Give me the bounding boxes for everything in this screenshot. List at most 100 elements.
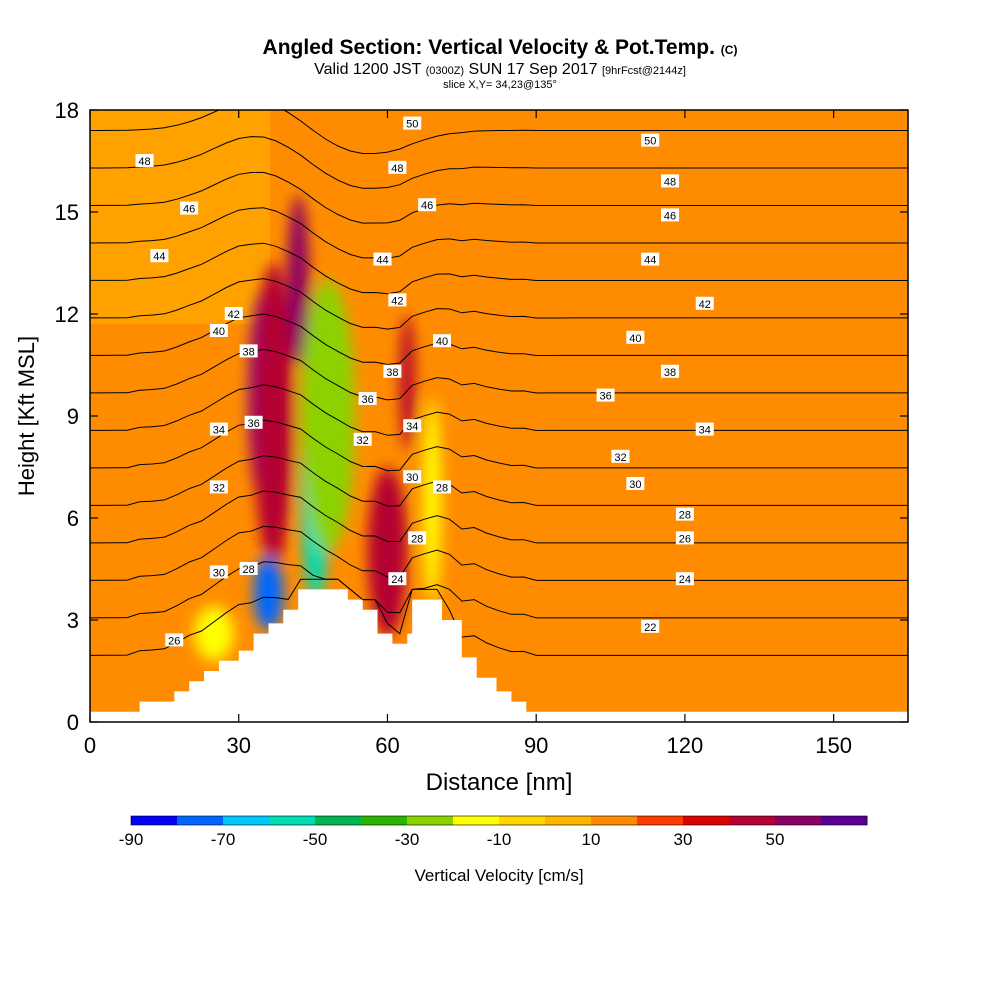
contour-label-text: 36 (361, 394, 373, 406)
contour-label-text: 46 (664, 210, 676, 222)
contour-label: 46 (661, 208, 680, 222)
isentrope-46 (90, 171, 908, 224)
contour-label-bg (675, 507, 694, 521)
contour-label: 34 (695, 422, 714, 437)
contour-label: 50 (641, 133, 660, 148)
colorbar-segment (269, 816, 316, 825)
contour-label-text: 44 (376, 255, 388, 267)
slice-label: slice X,Y= 34,23@135° (443, 79, 557, 91)
contour-label-bg (388, 293, 407, 307)
contour-label-text: 28 (436, 482, 448, 494)
contour-label: 28 (408, 531, 427, 545)
contour-label-bg (403, 116, 422, 130)
contour-label-bg (383, 364, 402, 378)
contour-label-bg (373, 252, 392, 266)
colorbar: -90 -70 -50 -30 -10 10 30 50 (119, 815, 868, 849)
contour-label: 48 (661, 174, 680, 188)
velocity-features (194, 195, 441, 661)
contour-label-bg (209, 480, 228, 494)
contour-label-text: 50 (406, 119, 418, 131)
contour-label-text: 40 (436, 336, 448, 348)
contour-label: 44 (373, 252, 392, 267)
x-tick-label: 60 (375, 733, 399, 758)
contour-label-text: 42 (391, 295, 403, 307)
contour-label-text: 40 (629, 333, 641, 345)
contour-label-text: 36 (599, 391, 611, 403)
velocity-downdraft-lowleft (194, 606, 234, 661)
contour-label: 44 (641, 252, 660, 267)
y-axis-label: Height [Kft MSL] (14, 336, 39, 496)
contour-label-bg (695, 296, 714, 310)
contour-label: 32 (611, 449, 630, 464)
colorbar-segment (315, 816, 362, 825)
colorbar-tick-label: 50 (766, 830, 785, 849)
contour-label-bg (403, 470, 422, 484)
velocity-updraft-lee (367, 467, 408, 637)
colorbar-tick-label: -10 (487, 830, 512, 849)
contour-label: 28 (675, 507, 694, 522)
colorbar-tick-label: -50 (303, 830, 328, 849)
contour-label-bg (695, 422, 714, 436)
contour-label-text: 26 (679, 533, 691, 545)
x-tick-label: 150 (815, 733, 852, 758)
colorbar-label: Vertical Velocity [cm/s] (414, 866, 583, 885)
chart-title: Angled Section: Vertical Velocity & Pot.… (262, 36, 738, 59)
contour-label-text: 42 (699, 299, 711, 311)
contour-label-bg (150, 249, 169, 263)
colorbar-segment (223, 816, 270, 825)
y-tick-label: 9 (67, 404, 79, 429)
contour-label: 34 (209, 422, 228, 437)
velocity-downdraft-core (253, 555, 284, 631)
contour-label-bg (209, 324, 228, 337)
contour-label: 42 (224, 307, 243, 321)
isentrope-40 (90, 278, 908, 330)
contour-label: 40 (432, 334, 451, 348)
colorbar-tick-label: -70 (211, 830, 236, 849)
contour-label-text: 30 (629, 479, 641, 491)
contour-label-text: 48 (138, 156, 150, 168)
contour-label: 24 (388, 572, 407, 586)
contour-label-text: 24 (679, 574, 691, 586)
velocity-downdraft-secondary (423, 399, 441, 603)
contour-label: 36 (358, 392, 377, 406)
contour-label: 48 (388, 160, 407, 175)
chart-subtitle: Valid 1200 JST (0300Z) SUN 17 Sep 2017 [… (314, 61, 686, 78)
contour-label-text: 38 (243, 346, 255, 358)
contour-label-text: 30 (406, 472, 418, 484)
contour-label: 44 (150, 249, 169, 263)
isentrope-28 (90, 490, 908, 544)
isentrope-48 (90, 136, 908, 189)
contour-label: 46 (180, 201, 199, 216)
contour-label-bg (358, 392, 377, 405)
colorbar-segment (361, 816, 408, 825)
isentrope-22 (90, 578, 908, 656)
contour-label-bg (661, 174, 680, 188)
x-axis: 0 30 60 90 120 150 (84, 110, 852, 758)
colorbar-segment (407, 816, 454, 825)
contour-label-text: 26 (168, 635, 180, 647)
colorbar-segment (545, 816, 592, 825)
colorbar-segment (177, 816, 224, 825)
colorbar-tick-label: -90 (119, 830, 144, 849)
contour-label: 32 (209, 480, 228, 494)
colorbar-tick-label: 30 (674, 830, 693, 849)
contour-label: 42 (388, 293, 407, 307)
contour-label-text: 36 (247, 418, 259, 430)
colorbar-segment (453, 816, 500, 825)
y-tick-label: 15 (55, 200, 79, 225)
x-axis-label: Distance [nm] (426, 769, 573, 796)
chart-title-block: Angled Section: Vertical Velocity & Pot.… (0, 36, 1000, 92)
contour-label: 48 (135, 154, 154, 168)
contour-label-bg (239, 562, 258, 575)
contour-label-bg (388, 160, 407, 174)
contour-label-text: 50 (644, 136, 656, 148)
contour-label-text: 30 (213, 567, 225, 579)
contour-label: 46 (418, 198, 437, 212)
contour-label-bg (408, 531, 427, 545)
contour-label: 32 (353, 432, 372, 447)
y-tick-label: 6 (67, 506, 79, 531)
velocity-downdraft-column (300, 280, 356, 552)
y-tick-label: 3 (67, 608, 79, 633)
isentrope-50 (90, 110, 908, 154)
